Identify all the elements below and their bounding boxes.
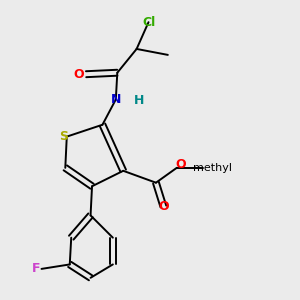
Text: Cl: Cl: [142, 16, 155, 29]
Text: O: O: [175, 158, 186, 171]
Text: O: O: [158, 200, 169, 213]
Text: S: S: [59, 130, 68, 143]
Text: H: H: [134, 94, 144, 107]
Text: methyl: methyl: [193, 163, 232, 173]
Text: F: F: [32, 262, 40, 275]
Text: O: O: [74, 68, 84, 81]
Text: N: N: [111, 93, 121, 106]
